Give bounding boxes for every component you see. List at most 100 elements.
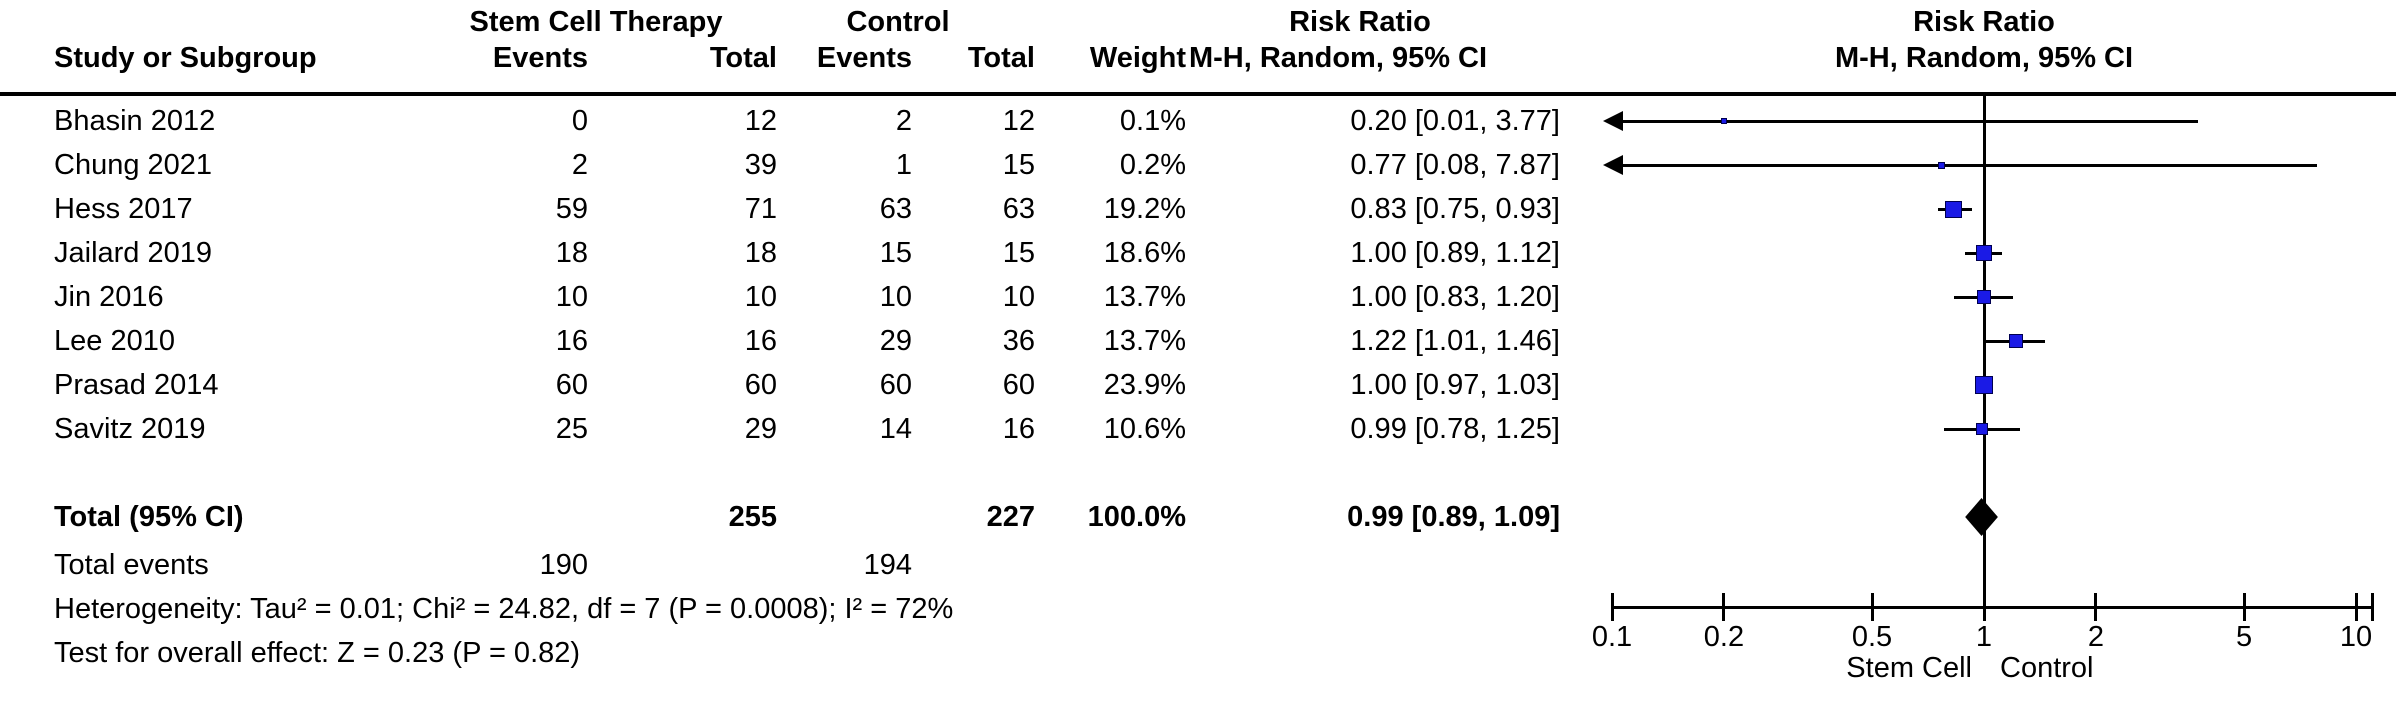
weight-value: 0.1% bbox=[1119, 105, 1186, 137]
risk-ratio-ci-value: 1.22 [1.01, 1.46] bbox=[1350, 325, 1560, 357]
study-row: Lee 2010 16 16 29 36 13.7% 1.22 [1.01, 1… bbox=[0, 319, 2396, 363]
sct-total-value: 18 bbox=[744, 237, 777, 269]
total-events-sct: 190 bbox=[539, 549, 588, 581]
axis-tick-label: 1 bbox=[1975, 621, 1993, 653]
axis-end-cap bbox=[2370, 593, 2374, 621]
total-events-control: 194 bbox=[863, 549, 912, 581]
effect-size-square bbox=[1975, 376, 1993, 394]
control-total-value: 63 bbox=[1002, 193, 1035, 225]
study-row: Savitz 2019 25 29 14 16 10.6% 0.99 [0.78… bbox=[0, 407, 2396, 451]
axis-tick bbox=[1982, 593, 1986, 621]
overall-diamond bbox=[1965, 498, 1998, 536]
weight-value: 0.2% bbox=[1119, 149, 1186, 181]
sct-events-value: 0 bbox=[571, 105, 588, 137]
total-sct-total: 255 bbox=[728, 501, 777, 533]
favours-right-label: Control bbox=[2000, 652, 2094, 684]
axis-tick-label: 5 bbox=[2235, 621, 2253, 653]
study-label: Jin 2016 bbox=[54, 281, 164, 313]
axis-tick-label: 0.5 bbox=[1851, 621, 1893, 653]
total-control-total: 227 bbox=[986, 501, 1035, 533]
ci-arrow-left-icon bbox=[1603, 155, 1623, 175]
sct-total-value: 39 bbox=[744, 149, 777, 181]
study-row: Hess 2017 59 71 63 63 19.2% 0.83 [0.75, … bbox=[0, 187, 2396, 231]
weight-column-header: Weight bbox=[1089, 42, 1186, 74]
ci-line bbox=[1612, 119, 2199, 123]
weight-value: 23.9% bbox=[1103, 369, 1186, 401]
effect-size-square bbox=[1976, 423, 1989, 435]
mh-ci-text-column-header: M-H, Random, 95% CI bbox=[1188, 42, 1488, 74]
study-label: Hess 2017 bbox=[54, 193, 193, 225]
weight-value: 18.6% bbox=[1103, 237, 1186, 269]
effect-size-square bbox=[1720, 118, 1727, 124]
sct-events-value: 18 bbox=[555, 237, 588, 269]
sct-events-value: 25 bbox=[555, 413, 588, 445]
favours-left-label: Stem Cell bbox=[1846, 652, 1972, 684]
effect-size-square bbox=[1938, 161, 1946, 169]
column-group-control: Control bbox=[846, 6, 950, 38]
x-axis-line bbox=[1612, 605, 2372, 609]
study-row: Jin 2016 10 10 10 10 13.7% 1.00 [0.83, 1… bbox=[0, 275, 2396, 319]
weight-value: 13.7% bbox=[1103, 325, 1186, 357]
sct-total-value: 71 bbox=[744, 193, 777, 225]
study-label: Prasad 2014 bbox=[54, 369, 219, 401]
axis-tick bbox=[2094, 593, 2098, 621]
control-events-value: 29 bbox=[879, 325, 912, 357]
header-divider-rule bbox=[0, 92, 2396, 96]
axis-tick bbox=[2354, 593, 2358, 621]
ci-line bbox=[1612, 163, 2318, 167]
axis-tick-label: 0.2 bbox=[1703, 621, 1745, 653]
sct-total-value: 10 bbox=[744, 281, 777, 313]
sct-total-value: 16 bbox=[744, 325, 777, 357]
control-events-value: 60 bbox=[879, 369, 912, 401]
study-label: Savitz 2019 bbox=[54, 413, 206, 445]
study-row: Bhasin 2012 0 12 2 12 0.1% 0.20 [0.01, 3… bbox=[0, 99, 2396, 143]
control-total-value: 15 bbox=[1002, 237, 1035, 269]
sct-total-value: 29 bbox=[744, 413, 777, 445]
mh-ci-plot-column-header: M-H, Random, 95% CI bbox=[1834, 42, 2134, 74]
sct-events-value: 60 bbox=[555, 369, 588, 401]
risk-ratio-ci-value: 1.00 [0.83, 1.20] bbox=[1350, 281, 1560, 313]
sct-events-column-header: Events bbox=[492, 42, 588, 74]
risk-ratio-ci-value: 0.99 [0.78, 1.25] bbox=[1350, 413, 1560, 445]
sct-events-value: 16 bbox=[555, 325, 588, 357]
weight-value: 10.6% bbox=[1103, 413, 1186, 445]
study-label: Jailard 2019 bbox=[54, 237, 212, 269]
control-events-value: 14 bbox=[879, 413, 912, 445]
sct-events-value: 2 bbox=[571, 149, 588, 181]
axis-tick bbox=[1870, 593, 1874, 621]
study-label: Lee 2010 bbox=[54, 325, 175, 357]
control-total-value: 10 bbox=[1002, 281, 1035, 313]
control-total-column-header: Total bbox=[967, 42, 1035, 74]
control-events-value: 2 bbox=[895, 105, 912, 137]
weight-value: 13.7% bbox=[1103, 281, 1186, 313]
control-total-value: 36 bbox=[1002, 325, 1035, 357]
control-events-value: 1 bbox=[895, 149, 912, 181]
axis-tick bbox=[1722, 593, 1726, 621]
risk-ratio-ci-value: 0.20 [0.01, 3.77] bbox=[1350, 105, 1560, 137]
column-group-stem-cell-therapy: Stem Cell Therapy bbox=[469, 6, 723, 38]
axis-tick-label: 10 bbox=[2339, 621, 2373, 653]
total-row: Total (95% CI) 255 227 100.0% 0.99 [0.89… bbox=[0, 495, 2396, 539]
control-total-value: 15 bbox=[1002, 149, 1035, 181]
control-events-value: 15 bbox=[879, 237, 912, 269]
overall-effect-stats-line: Test for overall effect: Z = 0.23 (P = 0… bbox=[54, 637, 581, 669]
effect-size-square bbox=[1977, 290, 1991, 304]
ci-arrow-left-icon bbox=[1603, 111, 1623, 131]
sct-total-column-header: Total bbox=[709, 42, 777, 74]
study-label: Bhasin 2012 bbox=[54, 105, 216, 137]
sct-total-value: 60 bbox=[744, 369, 777, 401]
no-effect-line bbox=[1982, 96, 1986, 607]
risk-ratio-text-header: Risk Ratio bbox=[1289, 6, 1431, 38]
total-label: Total (95% CI) bbox=[54, 501, 244, 533]
control-total-value: 16 bbox=[1002, 413, 1035, 445]
study-row: Chung 2021 2 39 1 15 0.2% 0.77 [0.08, 7.… bbox=[0, 143, 2396, 187]
sct-events-value: 59 bbox=[555, 193, 588, 225]
risk-ratio-ci-value: 1.00 [0.89, 1.12] bbox=[1350, 237, 1560, 269]
total-weight: 100.0% bbox=[1087, 501, 1186, 533]
control-total-value: 12 bbox=[1002, 105, 1035, 137]
weight-value: 19.2% bbox=[1103, 193, 1186, 225]
control-events-value: 10 bbox=[879, 281, 912, 313]
effect-size-square bbox=[2009, 334, 2024, 348]
